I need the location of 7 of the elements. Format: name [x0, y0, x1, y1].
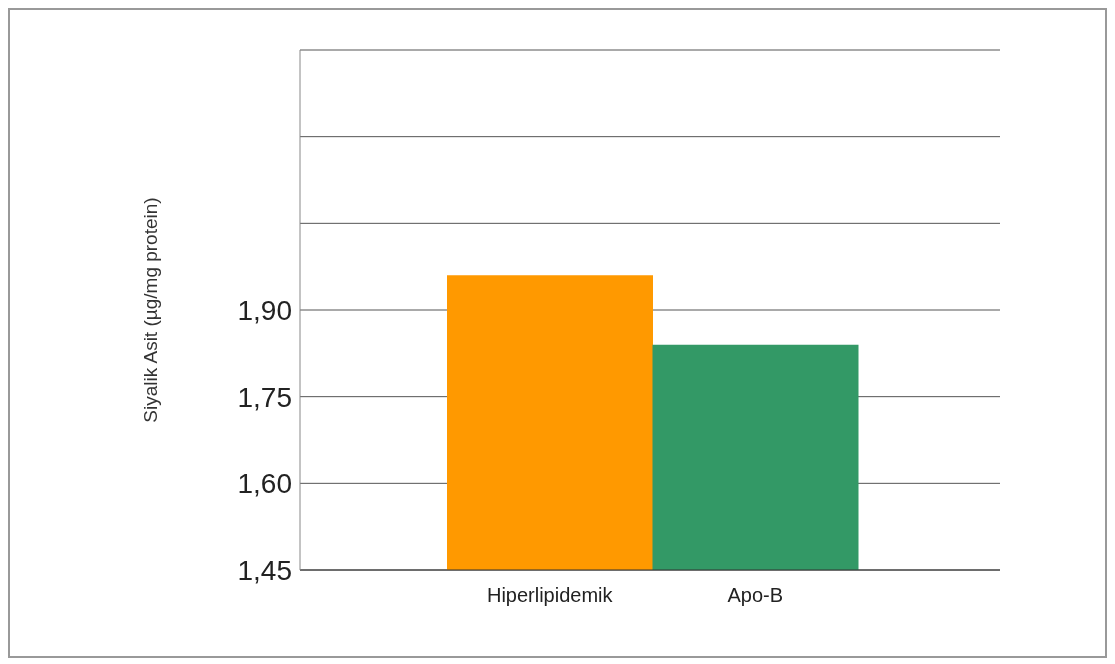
y-tick-label: 1,60: [237, 468, 292, 500]
y-axis-title: Siyalik Asit (µg/mg protein): [139, 197, 161, 423]
y-tick-label: 1,45: [237, 554, 292, 586]
x-tick-label: Hiperlipidemik: [486, 584, 614, 607]
y-tick-label: 1,75: [237, 381, 292, 413]
x-tick-label: Apo-B: [727, 584, 784, 607]
y-tick-label: 1,90: [237, 294, 292, 326]
